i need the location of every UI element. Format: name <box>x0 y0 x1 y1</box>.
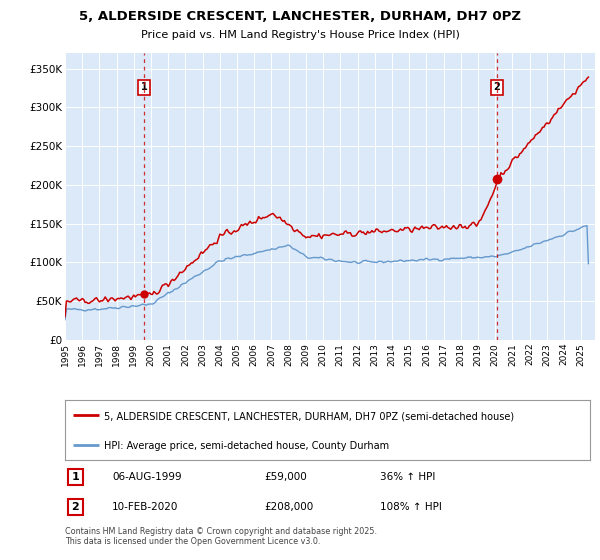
Text: £208,000: £208,000 <box>265 502 314 512</box>
Text: 06-AUG-1999: 06-AUG-1999 <box>112 472 182 482</box>
Text: 1: 1 <box>141 82 148 92</box>
Text: 5, ALDERSIDE CRESCENT, LANCHESTER, DURHAM, DH7 0PZ: 5, ALDERSIDE CRESCENT, LANCHESTER, DURHA… <box>79 10 521 23</box>
Text: 10-FEB-2020: 10-FEB-2020 <box>112 502 179 512</box>
Text: Price paid vs. HM Land Registry's House Price Index (HPI): Price paid vs. HM Land Registry's House … <box>140 30 460 40</box>
Text: 5, ALDERSIDE CRESCENT, LANCHESTER, DURHAM, DH7 0PZ (semi-detached house): 5, ALDERSIDE CRESCENT, LANCHESTER, DURHA… <box>104 411 515 421</box>
Text: £59,000: £59,000 <box>265 472 307 482</box>
Text: Contains HM Land Registry data © Crown copyright and database right 2025.
This d: Contains HM Land Registry data © Crown c… <box>65 527 377 547</box>
Text: 2: 2 <box>71 502 79 512</box>
Text: 108% ↑ HPI: 108% ↑ HPI <box>380 502 442 512</box>
Text: 36% ↑ HPI: 36% ↑ HPI <box>380 472 436 482</box>
Text: 1: 1 <box>71 472 79 482</box>
Text: HPI: Average price, semi-detached house, County Durham: HPI: Average price, semi-detached house,… <box>104 441 389 451</box>
Text: 2: 2 <box>494 82 500 92</box>
